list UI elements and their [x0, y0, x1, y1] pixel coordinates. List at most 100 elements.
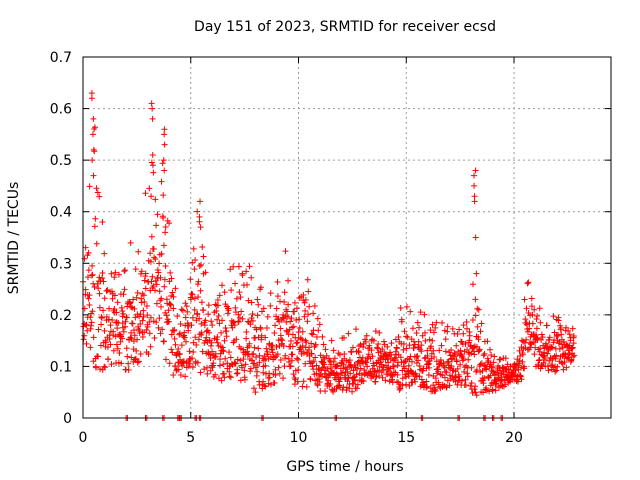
data-point — [166, 300, 173, 307]
data-point — [101, 327, 108, 334]
data-point — [430, 347, 437, 354]
data-point — [316, 321, 323, 328]
data-point — [102, 364, 109, 371]
data-point — [334, 371, 341, 378]
data-point — [416, 373, 423, 380]
data-point — [441, 374, 448, 381]
data-point — [426, 336, 433, 343]
data-point — [360, 343, 367, 350]
data-point — [306, 344, 313, 351]
data-point — [526, 325, 533, 332]
data-point — [374, 344, 381, 351]
data-point — [281, 363, 288, 370]
data-point — [133, 347, 140, 354]
data-point — [197, 369, 204, 376]
data-point — [156, 260, 163, 267]
data-point — [82, 286, 89, 293]
data-point — [87, 344, 94, 351]
data-point — [280, 375, 287, 382]
data-point — [89, 157, 96, 164]
data-point — [168, 275, 175, 282]
data-point — [471, 198, 478, 205]
data-point — [556, 346, 563, 353]
data-point — [551, 329, 558, 336]
data-point — [354, 381, 361, 388]
data-point — [197, 224, 204, 231]
data-point — [464, 373, 471, 380]
data-point — [273, 305, 280, 312]
data-point — [100, 307, 107, 314]
data-point — [422, 329, 429, 336]
data-point — [306, 303, 313, 310]
data-point — [264, 313, 271, 320]
data-point — [153, 281, 160, 288]
data-point — [310, 366, 317, 373]
data-point — [484, 338, 491, 345]
data-point — [134, 336, 141, 343]
data-point — [537, 319, 544, 326]
data-point — [295, 367, 302, 374]
data-point — [308, 340, 315, 347]
data-point — [147, 343, 154, 350]
data-point — [97, 366, 104, 373]
data-point — [476, 346, 483, 353]
data-point — [156, 315, 163, 322]
data-point — [474, 323, 481, 330]
data-point — [186, 360, 193, 367]
data-point — [143, 326, 150, 333]
data-point — [177, 321, 184, 328]
data-point — [196, 263, 203, 270]
data-point — [559, 344, 566, 351]
data-point — [319, 364, 326, 371]
data-point — [414, 353, 421, 360]
data-point — [415, 357, 422, 364]
data-point — [165, 307, 172, 314]
data-point — [404, 334, 411, 341]
data-point — [248, 274, 255, 281]
data-point — [295, 356, 302, 363]
data-point — [319, 333, 326, 340]
y-tick-label: 0.5 — [50, 153, 72, 169]
data-point — [149, 162, 156, 169]
data-point — [453, 342, 460, 349]
data-point — [296, 316, 303, 323]
data-point — [462, 376, 469, 383]
data-point — [255, 345, 262, 352]
data-point — [194, 311, 201, 318]
data-point — [355, 349, 362, 356]
data-point — [191, 306, 198, 313]
data-point — [321, 355, 328, 362]
data-point — [299, 328, 306, 335]
data-point — [219, 347, 226, 354]
data-point — [93, 364, 100, 371]
data-point — [114, 299, 121, 306]
data-point — [290, 371, 297, 378]
data-point — [266, 374, 273, 381]
data-point — [477, 361, 484, 368]
data-point — [414, 319, 421, 326]
data-point — [216, 292, 223, 299]
data-point — [127, 334, 134, 341]
data-point — [174, 313, 181, 320]
data-point — [128, 354, 135, 361]
data-point — [534, 335, 541, 342]
data-point — [214, 333, 221, 340]
data-point — [96, 193, 103, 200]
data-point — [418, 348, 425, 355]
data-point — [93, 185, 100, 192]
data-point — [255, 301, 262, 308]
data-point — [160, 214, 167, 221]
data-point — [384, 343, 391, 350]
data-point — [336, 351, 343, 358]
data-point — [210, 360, 217, 367]
data-point — [529, 311, 536, 318]
data-point — [213, 308, 220, 315]
data-point — [196, 213, 203, 220]
data-point — [461, 368, 468, 375]
data-point — [101, 295, 108, 302]
data-point — [253, 326, 260, 333]
data-point — [113, 309, 120, 316]
data-point — [120, 310, 127, 317]
data-point — [146, 330, 153, 337]
data-point — [87, 314, 94, 321]
